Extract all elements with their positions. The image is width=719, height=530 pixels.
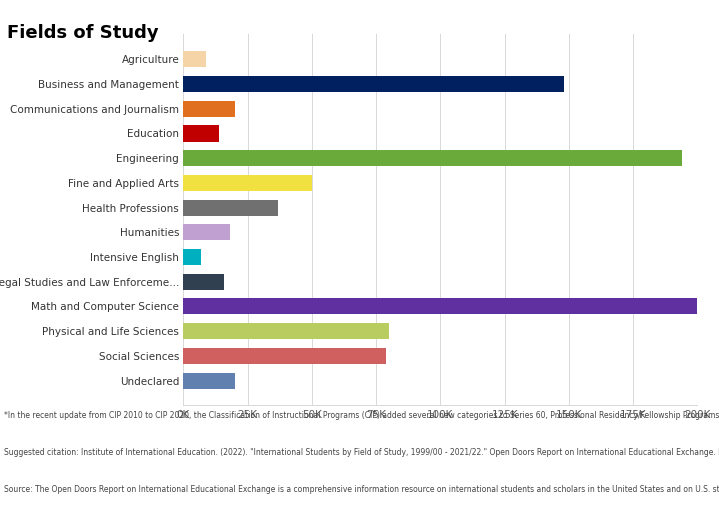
Bar [183,200,278,216]
Bar [183,76,564,92]
Text: Fields of Study: Fields of Study [7,24,159,42]
Bar [183,51,206,67]
Bar [183,249,201,265]
Bar [183,224,229,240]
Text: *In the recent update from CIP 2010 to CIP 2020, the Classification of Instructi: *In the recent update from CIP 2010 to C… [4,411,719,420]
Bar [183,126,219,142]
Bar [183,348,386,364]
Text: Suggested citation: Institute of International Education. (2022). "International: Suggested citation: Institute of Interna… [4,448,719,457]
Bar [183,150,682,166]
Bar [183,373,234,388]
Text: Source: The Open Doors Report on International Educational Exchange is a compreh: Source: The Open Doors Report on Interna… [4,485,719,494]
Bar [183,273,224,290]
Bar [183,298,697,314]
Bar [183,323,389,339]
Bar [183,101,234,117]
Bar [183,175,312,191]
